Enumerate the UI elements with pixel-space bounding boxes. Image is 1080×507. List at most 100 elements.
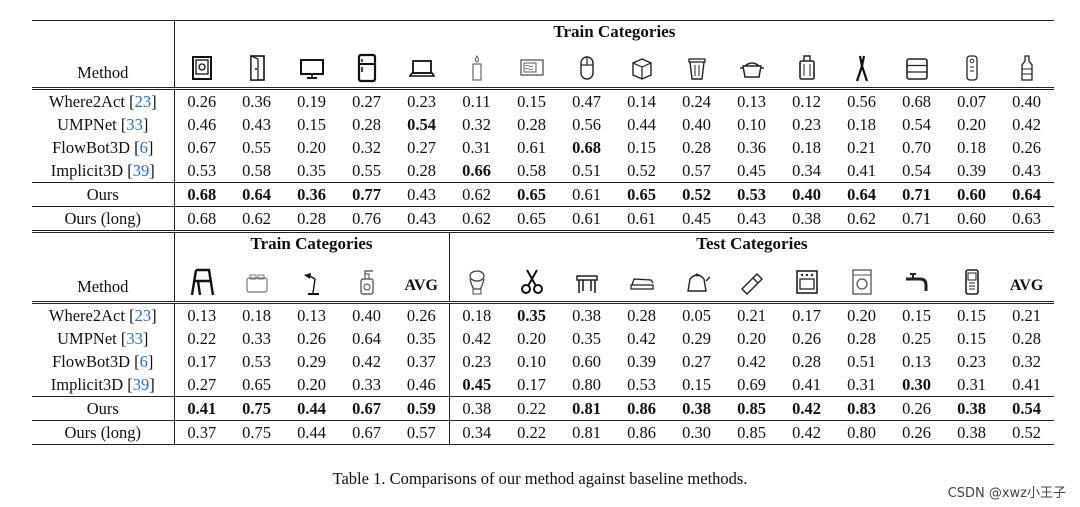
value-cell: 0.18 [957, 137, 986, 157]
method-label: Ours (long) [64, 422, 142, 442]
table-row: Ours 0.68 0.64 0.36 0.77 0.43 0.62 0.65 0.61 0.65… [32, 182, 1055, 207]
value-cell: 0.43 [1012, 160, 1042, 180]
value-cell: 0.14 [614, 87, 669, 113]
method-name: Ours [32, 182, 174, 207]
box-column-header [614, 43, 669, 89]
refrigerator-column-header [339, 43, 394, 89]
value-cell: 0.64 [999, 182, 1055, 207]
stapler-column-header [614, 255, 669, 303]
value-cell: 0.80 [834, 420, 889, 445]
value-cell: 0.55 [352, 160, 381, 180]
value-cell: 0.32 [352, 137, 381, 157]
value-cell: 0.12 [779, 87, 834, 113]
test-categories-label: Test Categories [448, 230, 1055, 255]
value-cell: 0.60 [944, 182, 999, 207]
comparison-table: Train Categories Method Where2Act [23] 0.26… [32, 20, 1055, 445]
value-cell: 0.45 [448, 373, 504, 397]
value-cell: 0.15 [297, 114, 326, 134]
value-cell: 0.68 [173, 206, 229, 232]
value-cell: 0.86 [614, 420, 669, 445]
mouse-column-header [559, 43, 614, 89]
trashcan-icon [669, 53, 724, 83]
citation-link[interactable]: 6 [139, 137, 148, 157]
citation-open: [ [127, 160, 133, 180]
value-cell: 0.32 [462, 114, 491, 134]
method-label: FlowBot3D [52, 351, 131, 371]
value-cell: 0.36 [737, 137, 766, 157]
value-cell: 0.44 [627, 114, 656, 134]
value-cell: 0.10 [737, 114, 766, 134]
table-caption: Table 1. Comparisons of our method again… [332, 469, 748, 488]
oven-column-header [779, 255, 834, 303]
group-header-row: Train Categories Test Categories [32, 230, 1055, 255]
lamp-column-header [284, 255, 339, 303]
value-cell: 0.26 [889, 396, 944, 421]
oven-icon [779, 267, 834, 297]
value-cell: 0.57 [682, 160, 711, 180]
table-row: Where2Act [23] 0.13 0.18 0.13 0.40 0.26 0.18 0.… [32, 301, 1055, 327]
method-label: Implicit3D [50, 374, 124, 394]
value-cell: 0.26 [297, 328, 326, 348]
value-cell: 0.42 [737, 351, 766, 371]
value-cell: 0.69 [737, 374, 766, 394]
value-cell: 0.39 [627, 351, 656, 371]
kettle-pot-icon [724, 53, 779, 83]
citation-link[interactable]: 23 [134, 91, 152, 111]
citation-open: [ [134, 137, 140, 157]
citation-link[interactable]: 39 [132, 160, 150, 180]
value-cell: 0.37 [173, 420, 229, 445]
value-cell: 0.19 [284, 87, 339, 113]
value-cell: 0.28 [682, 137, 711, 157]
method-header: Method [77, 63, 129, 82]
value-cell: 0.30 [902, 374, 931, 394]
value-cell: 0.22 [504, 396, 559, 421]
value-cell: 0.23 [448, 350, 504, 373]
value-cell: 0.41 [173, 396, 229, 421]
value-cell: 0.23 [394, 87, 449, 113]
table-row: Ours (long) 0.37 0.75 0.44 0.67 0.57 0.34 0.22 0… [32, 420, 1055, 445]
value-cell: 0.31 [957, 374, 986, 394]
value-cell: 0.20 [737, 328, 766, 348]
value-cell: 0.38 [559, 301, 614, 327]
citation-link[interactable]: 6 [139, 351, 148, 371]
scissors-column-header [504, 255, 559, 303]
kettle-column-header [669, 255, 724, 303]
value-cell: 0.65 [614, 182, 669, 207]
value-cell: 0.15 [889, 301, 944, 327]
value-cell: 0.34 [448, 420, 504, 445]
value-cell: 0.28 [517, 114, 546, 134]
value-cell: 0.53 [724, 182, 779, 207]
pliers-column-header [834, 43, 889, 89]
value-cell: 0.11 [449, 87, 504, 113]
method-label: Ours [86, 184, 119, 204]
method-label: Ours [86, 398, 119, 418]
bottle-column-header [999, 43, 1054, 89]
value-cell: 0.64 [834, 182, 889, 207]
value-cell: 0.63 [999, 206, 1055, 232]
value-cell: 0.80 [572, 374, 601, 394]
value-cell: 0.53 [173, 159, 229, 183]
citation-link[interactable]: 33 [126, 328, 143, 348]
value-cell: 0.25 [902, 328, 931, 348]
value-cell: 0.20 [957, 114, 986, 134]
value-cell: 0.76 [339, 206, 394, 232]
value-cell: 0.35 [504, 301, 559, 327]
value-cell: 0.18 [448, 301, 504, 327]
value-cell: 0.70 [902, 137, 931, 157]
citation-open: [ [127, 374, 133, 394]
value-cell: 0.37 [406, 351, 436, 371]
citation-link[interactable]: 23 [134, 305, 152, 325]
value-cell: 0.38 [448, 396, 504, 421]
citation-close: ] [151, 305, 157, 325]
citation-link[interactable]: 39 [132, 374, 150, 394]
suitcase-column-header [779, 43, 834, 89]
value-cell: 0.65 [504, 206, 559, 232]
value-cell: 0.42 [779, 396, 834, 421]
value-cell: 0.51 [847, 351, 876, 371]
value-cell: 0.46 [173, 113, 229, 136]
value-cell: 0.24 [669, 87, 724, 113]
citation-link[interactable]: 33 [126, 114, 143, 134]
value-cell: 0.66 [462, 160, 491, 180]
value-cell: 0.62 [834, 206, 889, 232]
value-cell: 0.05 [669, 301, 724, 327]
